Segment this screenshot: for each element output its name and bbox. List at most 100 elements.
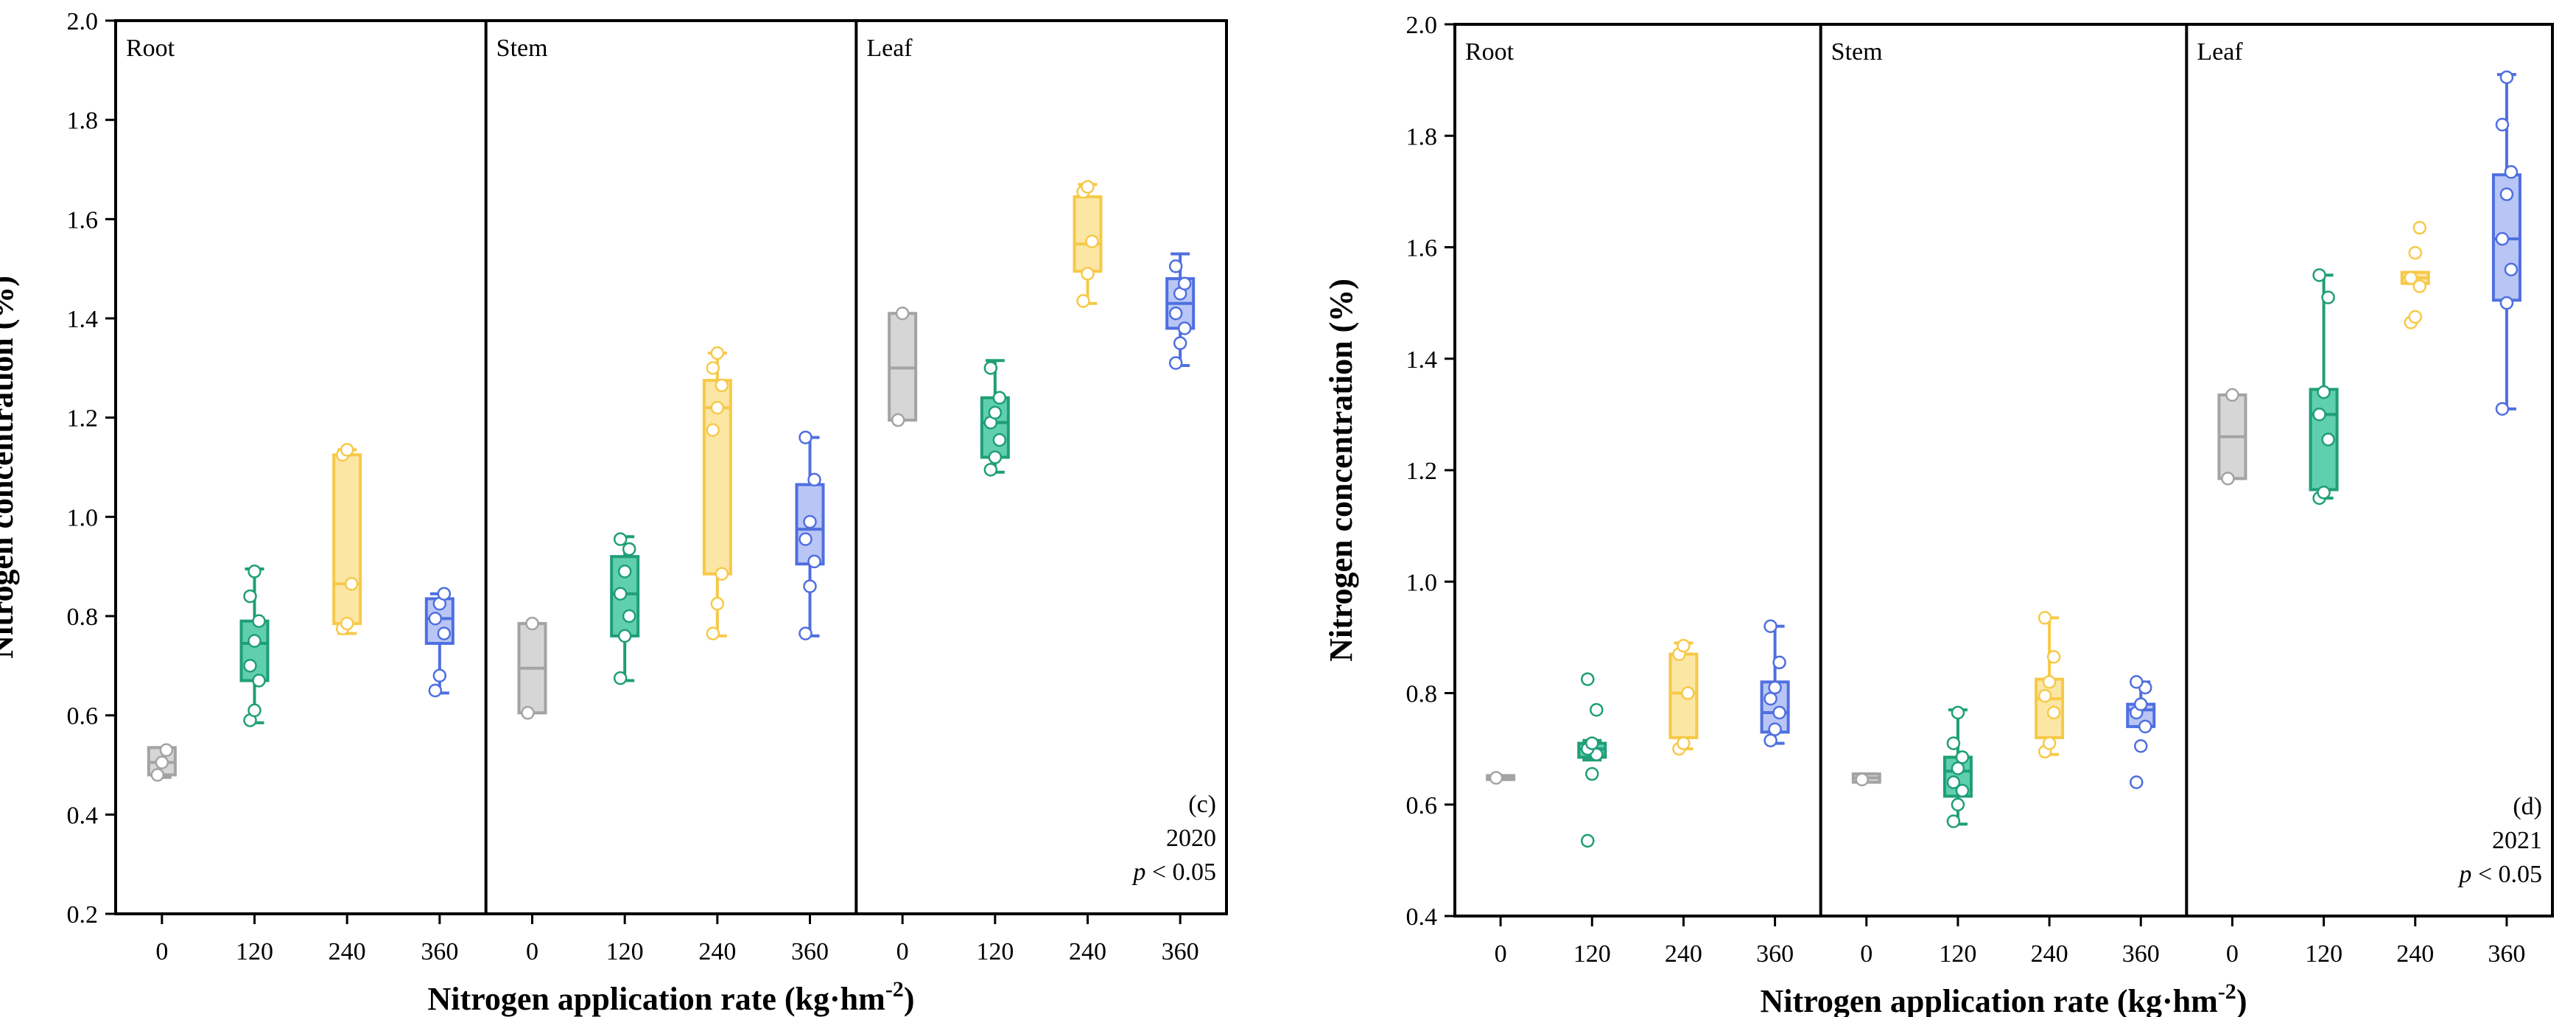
- x-tick-label: 0: [2226, 940, 2239, 968]
- y-tick-label: 1.6: [1406, 235, 1438, 262]
- y-tick-label: 1.0: [67, 504, 99, 531]
- facet-leaf: Leaf 0 120 240 360: [2197, 38, 2525, 968]
- data-point: [2404, 270, 2418, 285]
- x-tick-label: 240: [698, 938, 736, 965]
- y-tick-label: 1.8: [1406, 123, 1438, 150]
- box-stem-120: [1942, 705, 1973, 828]
- box-root-240: [1668, 638, 1699, 756]
- data-point: [710, 346, 725, 360]
- data-point: [988, 405, 1003, 420]
- data-point: [428, 683, 443, 698]
- box-stem-0: [517, 616, 547, 720]
- box-leaf-240: [1073, 180, 1103, 308]
- data-point: [155, 755, 169, 769]
- data-point: [2312, 268, 2326, 282]
- x-tick-label: 120: [1573, 940, 1611, 968]
- chart-panel-d: 0.4 0.6 0.8 1.0 1.2 1.4 1.6 1.8 2.0 Nitrogen conc…: [1323, 12, 2554, 1017]
- x-tick-label: 120: [606, 938, 644, 965]
- box-stem-240: [702, 346, 732, 640]
- panel-letter: (d): [2513, 793, 2542, 820]
- data-point: [891, 413, 905, 427]
- data-point: [159, 743, 174, 758]
- data-point: [710, 596, 725, 611]
- data-point: [2412, 279, 2426, 293]
- data-point: [1951, 705, 1965, 720]
- box-iqr: [239, 619, 270, 682]
- x-axis-title: Nitrogen application rate (kg·hm-2): [428, 977, 915, 1017]
- facet-label: Stem: [1831, 38, 1883, 66]
- plot-frame: [114, 19, 1228, 915]
- data-point: [992, 433, 1007, 447]
- y-tick-label: 1.0: [1406, 569, 1438, 596]
- data-point: [248, 565, 262, 579]
- x-tick-label: 360: [2122, 940, 2160, 968]
- x-tick-label: 240: [2031, 940, 2068, 968]
- x-tick-label: 0: [526, 938, 538, 965]
- data-point: [1081, 267, 1095, 281]
- p-value-label: p < 0.05: [1131, 859, 1216, 886]
- data-point: [1168, 356, 1183, 370]
- x-tick-label: 120: [976, 938, 1014, 965]
- data-point: [1951, 761, 1965, 775]
- data-point: [437, 587, 452, 601]
- facet-leaf: Leaf 0 120 240 360: [866, 35, 1198, 965]
- data-point: [706, 423, 720, 437]
- x-tick-label: 120: [2305, 940, 2342, 968]
- data-point: [1772, 705, 1786, 720]
- box-root-120: [1577, 672, 1607, 848]
- box-iqr: [1073, 195, 1103, 273]
- data-point: [1177, 321, 1192, 335]
- data-point: [1946, 814, 1961, 828]
- data-point: [525, 616, 539, 631]
- x-axis-title-superscript: -2: [885, 977, 904, 1002]
- box-leaf-360: [1165, 252, 1196, 370]
- data-point: [2499, 70, 2514, 85]
- data-point: [521, 706, 535, 720]
- data-point: [1581, 833, 1595, 848]
- data-point: [428, 612, 443, 626]
- y-tick-label: 2.0: [1406, 12, 1438, 39]
- box-leaf-0: [2217, 388, 2247, 486]
- y-tick-label: 0.8: [1406, 681, 1438, 708]
- y-tick-label: 1.6: [67, 206, 99, 234]
- data-point: [1590, 702, 1604, 717]
- data-point: [1763, 619, 1777, 633]
- data-point: [1585, 766, 1599, 781]
- data-point: [715, 567, 729, 581]
- data-point: [807, 472, 821, 487]
- x-tick-label: 240: [1665, 940, 1702, 968]
- facet-label: Root: [1465, 38, 1515, 66]
- data-point: [248, 703, 262, 718]
- data-point: [1177, 276, 1192, 291]
- data-point: [799, 430, 813, 444]
- data-point: [1677, 638, 1691, 653]
- data-point: [344, 576, 359, 591]
- y-tick-label: 1.2: [67, 405, 99, 433]
- panel-letter: (c): [1188, 791, 1216, 818]
- facet-label: Leaf: [866, 35, 913, 62]
- y-tick-label: 1.4: [67, 306, 99, 333]
- data-point: [248, 634, 262, 648]
- data-point: [252, 614, 266, 628]
- data-point: [243, 589, 257, 604]
- facet-label: Stem: [496, 35, 548, 62]
- x-axis-title-end: ): [904, 981, 915, 1017]
- data-point: [983, 361, 998, 375]
- data-point: [617, 629, 632, 643]
- data-point: [2408, 310, 2422, 324]
- box-leaf-0: [888, 307, 918, 427]
- data-point: [2317, 486, 2331, 500]
- x-tick-label: 360: [2488, 940, 2525, 968]
- data-point: [2042, 736, 2057, 750]
- data-point: [2046, 650, 2061, 664]
- data-point: [2495, 402, 2510, 416]
- data-point: [2130, 775, 2144, 789]
- data-point: [2499, 187, 2514, 201]
- x-tick-label: 120: [1939, 940, 1976, 968]
- x-tick-label: 0: [896, 938, 909, 965]
- data-point: [2321, 433, 2335, 447]
- x-tick-label: 0: [1860, 940, 1873, 968]
- data-point: [1946, 775, 1961, 789]
- y-tick-label: 0.8: [67, 604, 99, 631]
- y-tick-label: 0.2: [67, 901, 99, 929]
